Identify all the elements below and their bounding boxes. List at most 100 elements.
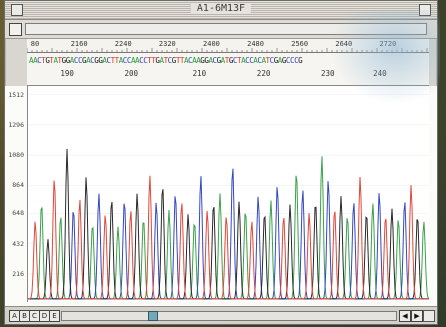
base-letter: T: [110, 56, 116, 65]
base-letter: A: [192, 56, 197, 65]
horizontal-scrollbar[interactable]: [61, 311, 397, 321]
base-letter: C: [232, 56, 238, 65]
base-letter: G: [298, 56, 303, 65]
chromatogram-svg: [28, 94, 430, 300]
toolbar-field[interactable]: [25, 23, 427, 35]
ruler-label: 2320: [158, 40, 176, 48]
base-letter: A: [53, 56, 58, 65]
base-letter: G: [98, 56, 103, 65]
base-letter: C: [167, 56, 173, 65]
ruler-ticks: [27, 48, 428, 52]
y-tick-label: 1080: [8, 151, 24, 160]
y-axis: 1512 1296 1080 864 648 432 216: [5, 86, 27, 302]
ruler-label: 2720: [379, 40, 397, 48]
base-position-label: 220: [256, 69, 271, 78]
y-tick-label: 864: [12, 181, 24, 190]
sequence-text: AACTGTATGGACCGACGGACTTACCAACCTTGATCGTTAC…: [29, 56, 303, 65]
base-letter: C: [269, 56, 275, 65]
chromatogram-panel: 1512 1296 1080 864 648 432 216: [5, 86, 437, 306]
base-letter: C: [245, 56, 250, 65]
base-letter: C: [290, 56, 295, 65]
base-letter: G: [200, 56, 205, 65]
base-position-label: 230: [320, 69, 335, 78]
base-letter: A: [159, 56, 165, 65]
base-letter: G: [273, 56, 279, 65]
base-letter: C: [294, 56, 299, 65]
base-letter: A: [86, 56, 91, 65]
base-letter: A: [69, 56, 75, 65]
base-letter: C: [73, 56, 79, 65]
base-letter: C: [122, 56, 128, 65]
base-letter: T: [236, 56, 242, 65]
chromatogram-plot[interactable]: [27, 86, 430, 302]
ruler-label: 2400: [203, 40, 220, 48]
scroll-right-arrow-icon[interactable]: ▶: [411, 310, 423, 322]
base-letter: C: [285, 56, 291, 65]
ruler-label: 2240: [114, 40, 132, 48]
toolbar-button-icon[interactable]: [9, 23, 22, 36]
trace-T: [28, 175, 429, 300]
resize-grip-icon[interactable]: [423, 310, 435, 322]
sequence-viewer-window: A1-6M13F 80 2160 2240 2320 2400 2480 2560 2640 2…: [4, 0, 438, 325]
base-letter: T: [114, 56, 120, 65]
zoom-box-icon[interactable]: [419, 4, 431, 16]
base-letter: G: [45, 56, 50, 65]
base-letter: T: [49, 56, 54, 65]
base-position-label: 190: [60, 69, 74, 78]
close-box-icon[interactable]: [11, 4, 23, 16]
base-letter: A: [102, 56, 107, 65]
base-letter: T: [265, 56, 271, 65]
base-letter: C: [37, 56, 42, 65]
y-tick-label: 1512: [8, 90, 24, 99]
base-letter: T: [163, 56, 169, 65]
base-letter: G: [82, 56, 87, 65]
base-position-label: 210: [192, 69, 207, 78]
base-letter: A: [253, 56, 258, 65]
title-bar[interactable]: A1-6M13F: [5, 1, 437, 20]
base-letter: C: [212, 56, 218, 65]
base-letter: A: [33, 56, 38, 65]
base-letter: G: [155, 56, 160, 65]
base-letter: C: [106, 56, 111, 65]
y-tick-label: 216: [12, 269, 24, 278]
window-title: A1-6M13F: [190, 3, 252, 14]
base-letter: C: [143, 56, 148, 65]
base-letter: T: [41, 56, 46, 65]
ruler-label: 2640: [335, 40, 353, 48]
y-tick-label: 648: [12, 209, 24, 218]
y-tick-label: 1296: [8, 120, 24, 129]
base-letter: T: [147, 56, 152, 65]
ruler-label: 2160: [70, 40, 88, 48]
trace-C: [28, 168, 429, 300]
ruler-label: 80: [30, 40, 40, 48]
base-letter: T: [151, 56, 156, 65]
base-letter: T: [224, 56, 230, 65]
base-letter: A: [261, 56, 266, 65]
scan-ruler: 80 2160 2240 2320 2400 2480 2560 2640 2720: [27, 39, 429, 53]
scroll-thumb[interactable]: [148, 311, 159, 321]
y-tick-label: 432: [12, 239, 24, 248]
base-position-label: 240: [373, 69, 387, 78]
base-letter: A: [208, 56, 213, 65]
base-letter: C: [188, 56, 193, 65]
base-letter: A: [277, 56, 283, 65]
base-letter: G: [65, 56, 71, 65]
base-letter: G: [228, 56, 234, 65]
base-letter: C: [257, 56, 262, 65]
ruler-label: 2560: [291, 40, 309, 48]
base-letter: G: [94, 56, 99, 65]
base-letter: A: [241, 56, 246, 65]
status-bar: A B C D E ◀ ▶: [5, 306, 437, 324]
base-letter: C: [77, 56, 83, 65]
base-letter: A: [29, 56, 34, 65]
base-position-label: 200: [124, 69, 139, 78]
base-letter: G: [204, 56, 209, 65]
base-letter: C: [126, 56, 132, 65]
base-letter: A: [135, 56, 140, 65]
base-position-labels: 190 200 210 220 230 240: [27, 69, 429, 81]
base-letter: T: [179, 56, 185, 65]
view-e-icon[interactable]: E: [49, 310, 60, 322]
base-letter: A: [220, 56, 226, 65]
base-letter: T: [57, 56, 63, 65]
scroll-left-arrow-icon[interactable]: ◀: [399, 310, 411, 322]
